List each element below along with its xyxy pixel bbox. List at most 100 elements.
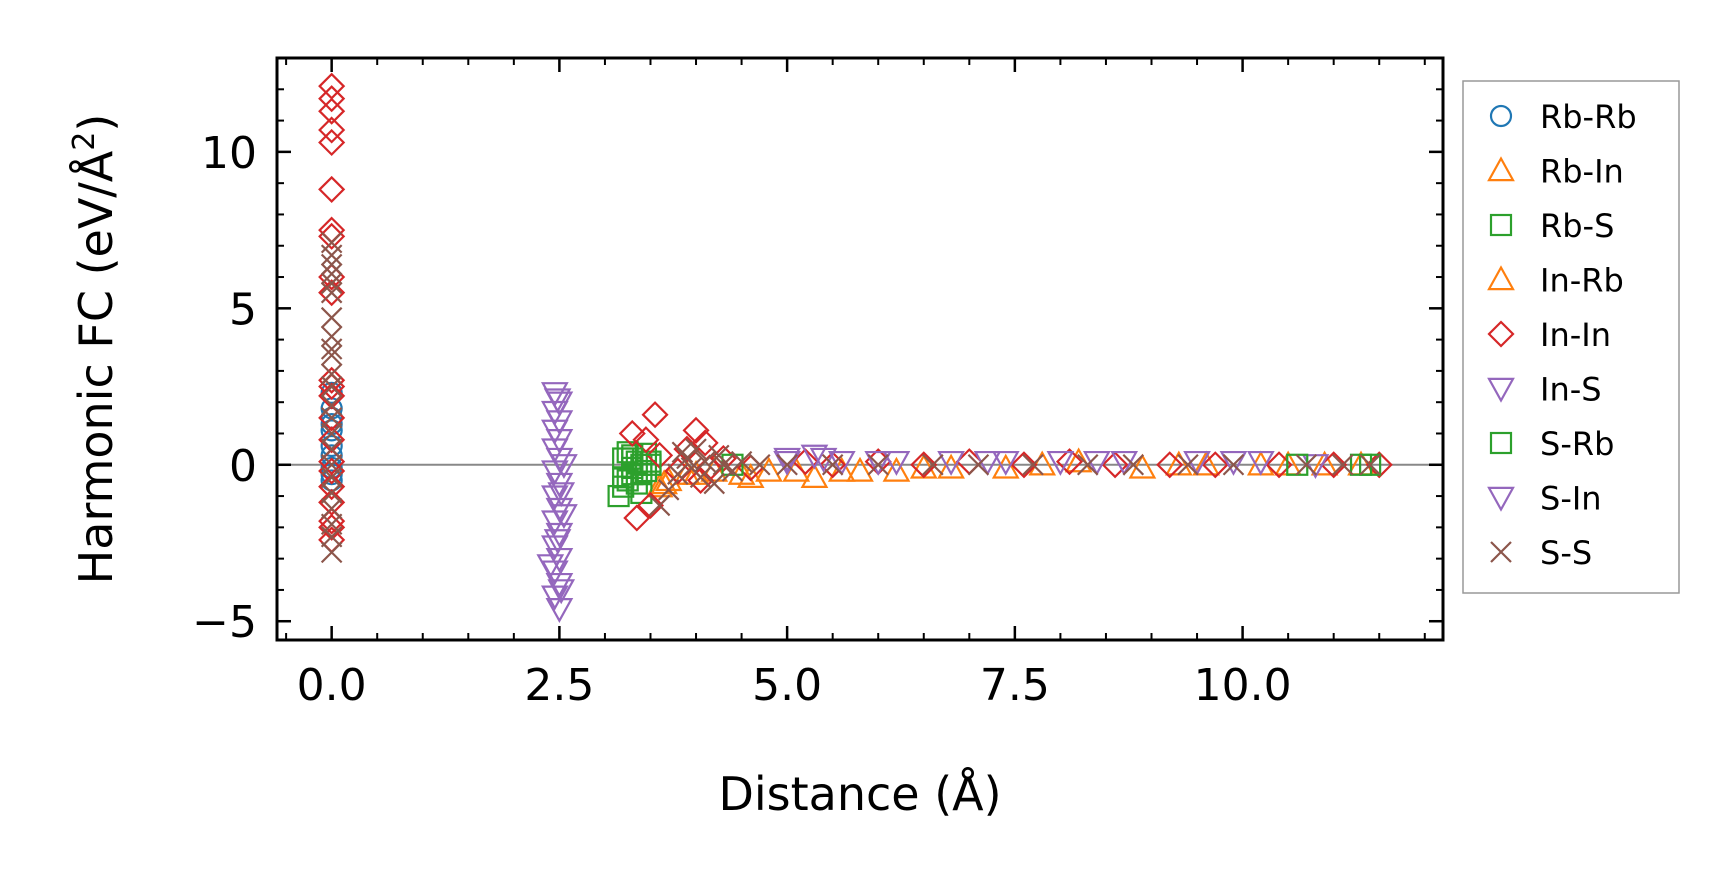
point-s-s [320,344,343,367]
point-in-in [632,426,660,454]
point-in-in [318,175,346,203]
point-in-in [318,116,346,144]
point-in-in [318,97,346,125]
legend-label: Rb-Rb [1540,98,1637,136]
point-rb-in [736,463,765,488]
legend-label: S-In [1540,480,1602,518]
point-s-s [821,453,844,476]
point-s-s [1076,453,1099,476]
legend-items: Rb-Rb Rb-In Rb-S In-Rb In-In In-S S-Rb S-In S-S [1487,98,1637,572]
y-axis-title-superscript: 2 [67,132,102,151]
point-in-s [550,504,578,530]
y-tick-label: 10 [201,128,257,179]
legend-label: In-In [1540,316,1611,354]
point-in-rb [755,456,783,482]
point-s-s [320,407,343,429]
point-s-s [867,453,889,476]
x-tick-label: 5.0 [752,660,822,711]
point-s-s [749,453,771,476]
legend-label: S-Rb [1540,425,1614,463]
point-in-in [636,491,665,520]
point-in-in [691,429,719,457]
point-in-in [623,504,651,532]
axis-tick-labels: 0.0 2.5 5.0 7.5 10.0 −5 0 5 10 [192,128,1291,711]
point-s-s [320,422,343,445]
legend-marker [1489,213,1513,237]
point-s-s [667,463,689,485]
point-rb-in [991,453,1020,479]
point-s-s [689,466,712,489]
point-in-in [318,382,346,410]
point-in-s [991,450,1020,476]
point-s-in [547,482,576,508]
point-s-rb [1359,453,1382,476]
point-s-s [712,453,735,476]
point-s-s [1177,453,1199,476]
point-rb-in [800,463,829,488]
point-s-s [671,441,694,464]
x-tick-label: 2.5 [524,660,594,711]
point-rb-in [937,453,965,479]
point-in-in [318,513,346,541]
point-rb-rb [320,419,343,442]
point-s-in [543,388,572,414]
point-s-s [922,453,944,476]
point-s-s [320,253,343,276]
point-s-s [320,482,343,504]
point-s-s [320,272,343,295]
point-rb-rb [320,434,343,458]
point-s-s [320,338,343,360]
point-s-s [1022,453,1044,476]
x-axis-title: Distance (Å) [718,767,1001,821]
y-axis-title-close: ) [69,114,123,132]
legend-marker [1487,320,1515,348]
point-in-s [536,554,565,580]
point-s-s [657,479,680,501]
legend-label: Rb-S [1540,207,1614,245]
point-in-in [318,366,346,394]
legend-marker [1487,156,1515,182]
point-in-s [937,450,965,476]
y-axis-title: Harmonic FC (eV/Å2) [67,114,123,585]
x-tick-label: 0.0 [297,660,367,711]
point-in-in [1201,451,1229,479]
legend-label: In-S [1540,371,1602,409]
point-in-s [800,444,829,470]
point-in-in [318,473,346,501]
point-in-s [545,472,574,498]
legend-label: S-S [1540,534,1592,572]
legend-marker [1487,265,1515,291]
point-s-in [547,579,576,605]
point-rb-in [882,456,911,482]
point-s-s [320,438,343,460]
point-s-s [685,438,707,460]
point-in-in [864,448,892,476]
point-in-in [1320,451,1348,479]
y-axis-title-main: Harmonic FC (eV/Å [69,150,123,584]
point-s-in [809,447,838,473]
point-rb-in [846,456,874,482]
point-s-in [543,529,572,555]
point-in-in [318,128,346,157]
point-s-s [320,525,343,548]
point-s-s [320,466,343,489]
point-in-in [682,416,710,444]
legend-label: Rb-In [1540,153,1624,191]
point-s-s [776,453,798,476]
point-in-in [1101,451,1129,479]
point-rb-in [1192,450,1221,476]
point-in-in [618,419,646,448]
point-in-in [1010,451,1038,479]
point-s-s [694,450,716,473]
point-in-s [545,572,574,598]
y-tick-label: −5 [192,597,257,648]
point-s-s [320,263,343,285]
plot-frame [275,56,1445,642]
point-s-in [864,450,893,476]
point-in-in [318,279,346,307]
point-in-s [545,522,574,548]
legend-marker [1490,541,1512,563]
point-in-in [910,451,938,479]
point-in-s [540,585,569,611]
